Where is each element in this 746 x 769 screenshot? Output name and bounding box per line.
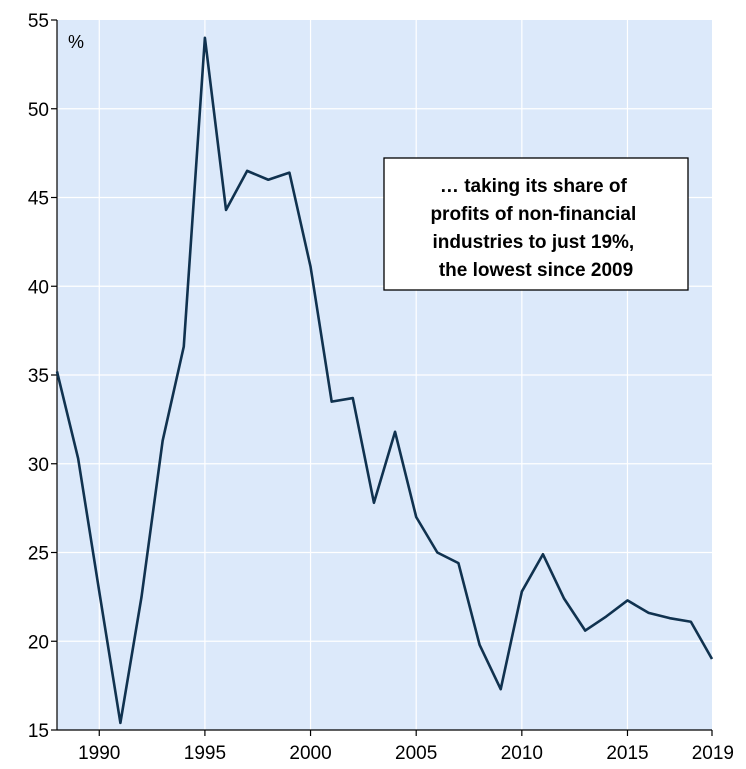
annotation-text: … taking its share of profits of non-fin… — [430, 176, 641, 281]
y-tick-label: 40 — [28, 277, 49, 298]
annotation-box: … taking its share of profits of non-fin… — [383, 157, 689, 291]
y-tick-label: 25 — [28, 544, 49, 565]
annotation-line-3: industries to just 19%, — [433, 232, 635, 253]
y-tick-label: 45 — [28, 189, 49, 210]
x-tick-label: 1990 — [78, 743, 120, 764]
x-tick-label: 1995 — [184, 743, 226, 764]
annotation-line-2: profits of non-financial — [430, 204, 636, 225]
x-tick-label: 2010 — [501, 743, 543, 764]
y-unit-label: % — [68, 32, 84, 52]
x-tick-label: 2005 — [395, 743, 437, 764]
annotation-line-1: … taking its share of — [440, 176, 628, 197]
x-tick-label: 2019 — [692, 743, 734, 764]
annotation-frame — [383, 157, 689, 291]
series-line — [55, 36, 714, 725]
y-tick-label: 55 — [28, 11, 49, 32]
x-tick-label: 2015 — [606, 743, 648, 764]
y-tick-label: 30 — [28, 455, 49, 476]
y-tick-label: 50 — [28, 100, 49, 121]
y-axis-ticks: 15 20 25 30 35 40 45 50 55 — [28, 11, 57, 742]
y-tick-label: 35 — [28, 366, 49, 387]
x-tick-label: 2000 — [289, 743, 331, 764]
y-tick-label: 15 — [28, 721, 49, 742]
annotation-line-4: the lowest since 2009 — [439, 260, 633, 281]
x-axis-ticks: 1990 1995 2000 2005 2010 2015 2019 — [78, 730, 734, 764]
y-tick-label: 20 — [28, 632, 49, 653]
